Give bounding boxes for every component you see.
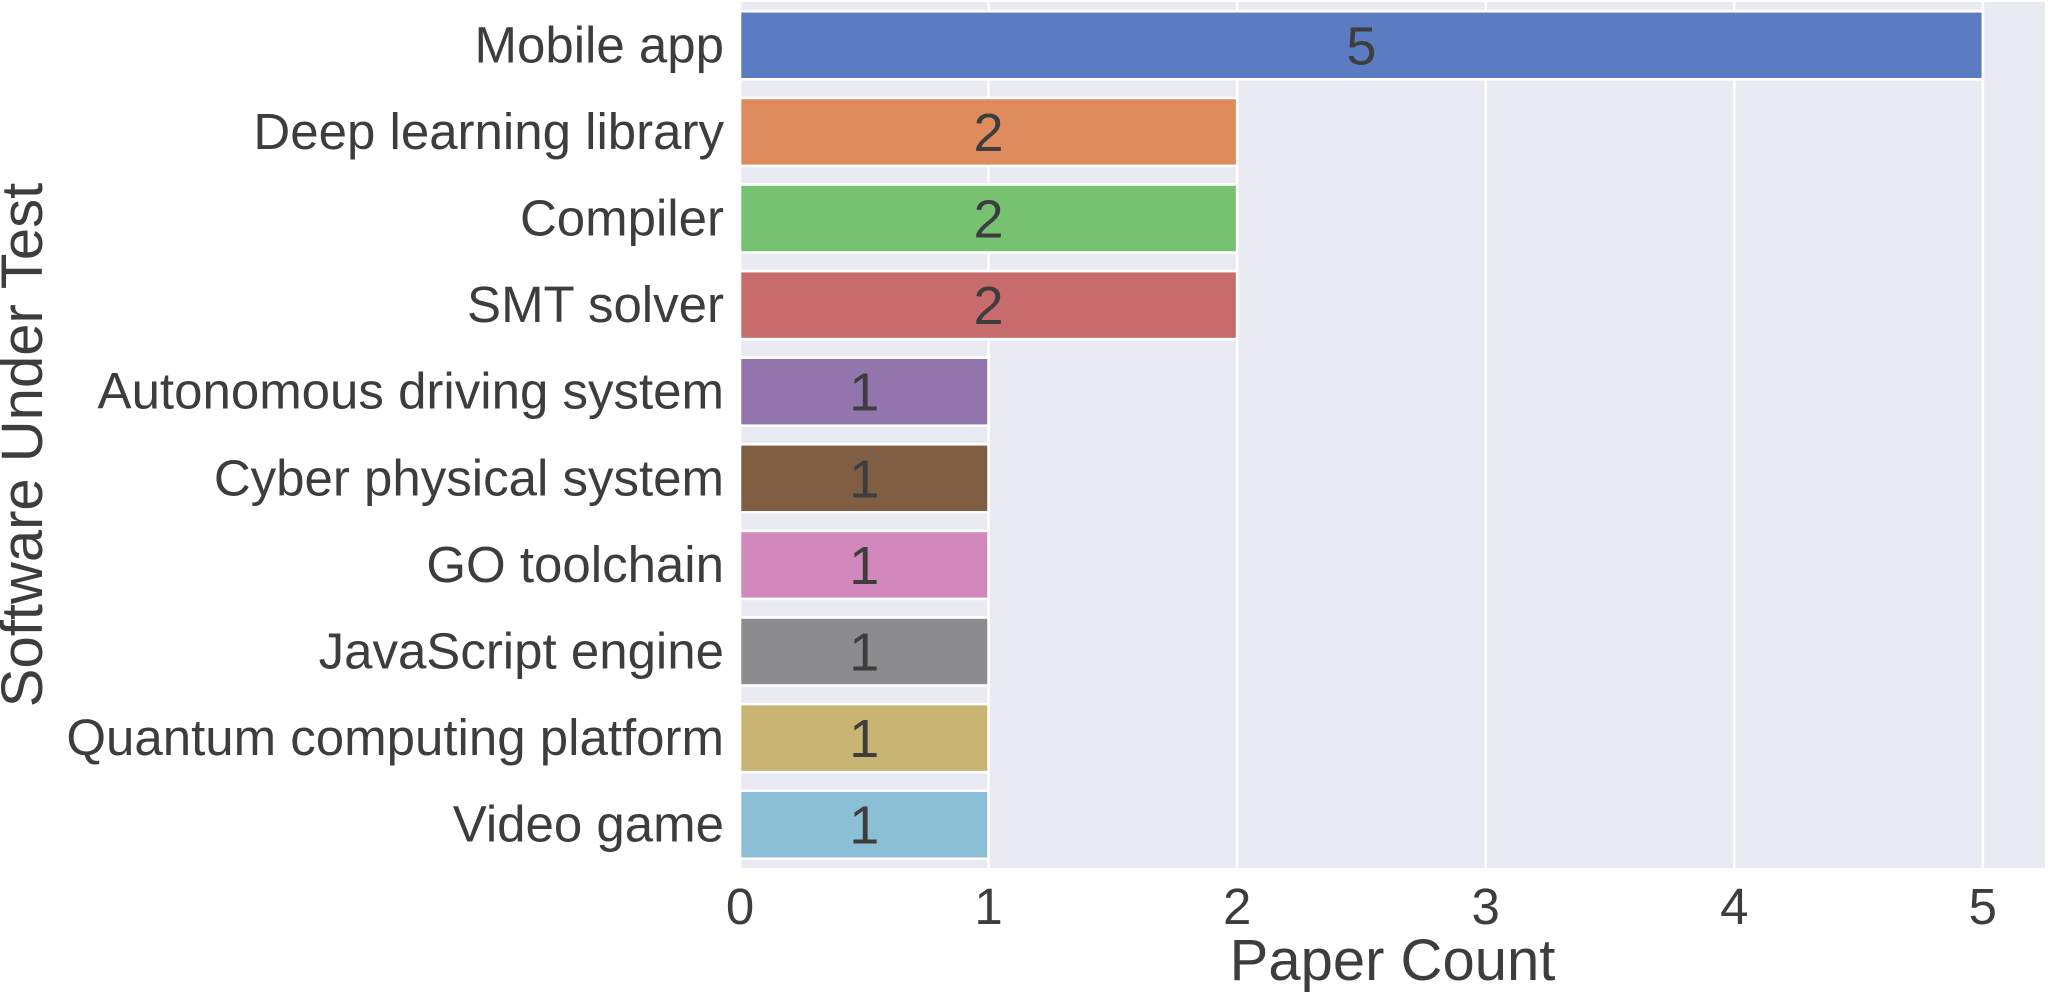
data-label: 1 xyxy=(849,449,879,509)
x-axis-label: Paper Count xyxy=(1230,928,1556,992)
y-tick-label: SMT solver xyxy=(467,276,724,333)
x-tick-label: 5 xyxy=(1969,878,1997,935)
bar-4 xyxy=(738,356,990,428)
data-label: 1 xyxy=(849,363,879,423)
x-tick-labels: 0 1 2 3 4 5 xyxy=(726,878,1997,935)
y-tick-label: Mobile app xyxy=(475,16,725,73)
bar-9 xyxy=(738,789,990,861)
x-tick-label: 3 xyxy=(1472,878,1500,935)
data-label: 1 xyxy=(849,623,879,683)
x-tick-label: 4 xyxy=(1720,878,1748,935)
bars xyxy=(738,10,1985,861)
y-axis-label: Software Under Test xyxy=(0,183,55,707)
y-tick-label: GO toolchain xyxy=(426,536,724,593)
y-tick-labels: Mobile app Deep learning library Compiler S… xyxy=(66,16,724,852)
y-tick-label: JavaScript engine xyxy=(319,623,724,680)
bar-5 xyxy=(738,442,990,514)
x-tick-label: 0 xyxy=(726,878,754,935)
x-tick-label: 1 xyxy=(974,878,1002,935)
bar-2 xyxy=(738,183,1239,254)
bar-8 xyxy=(738,702,990,774)
data-label: 2 xyxy=(974,276,1004,336)
y-tick-label: Compiler xyxy=(520,190,724,247)
data-label: 1 xyxy=(849,796,879,856)
y-tick-label: Video game xyxy=(453,796,724,853)
bar-1 xyxy=(738,96,1239,168)
y-tick-label: Cyber physical system xyxy=(214,449,724,506)
y-tick-label: Autonomous driving system xyxy=(98,363,724,420)
bar-7 xyxy=(738,616,990,687)
y-tick-label: Quantum computing platform xyxy=(66,709,724,766)
x-tick-label: 2 xyxy=(1223,878,1251,935)
bar-6 xyxy=(738,529,990,601)
data-labels: 5 2 2 2 1 1 1 1 1 1 xyxy=(849,16,1376,855)
data-label: 5 xyxy=(1346,16,1376,76)
data-label: 2 xyxy=(974,103,1004,163)
data-label: 1 xyxy=(849,536,879,596)
data-label: 2 xyxy=(974,190,1004,250)
y-tick-label: Deep learning library xyxy=(253,103,724,160)
data-label: 1 xyxy=(849,709,879,769)
bar-0 xyxy=(738,10,1985,81)
bar-3 xyxy=(738,269,1239,341)
